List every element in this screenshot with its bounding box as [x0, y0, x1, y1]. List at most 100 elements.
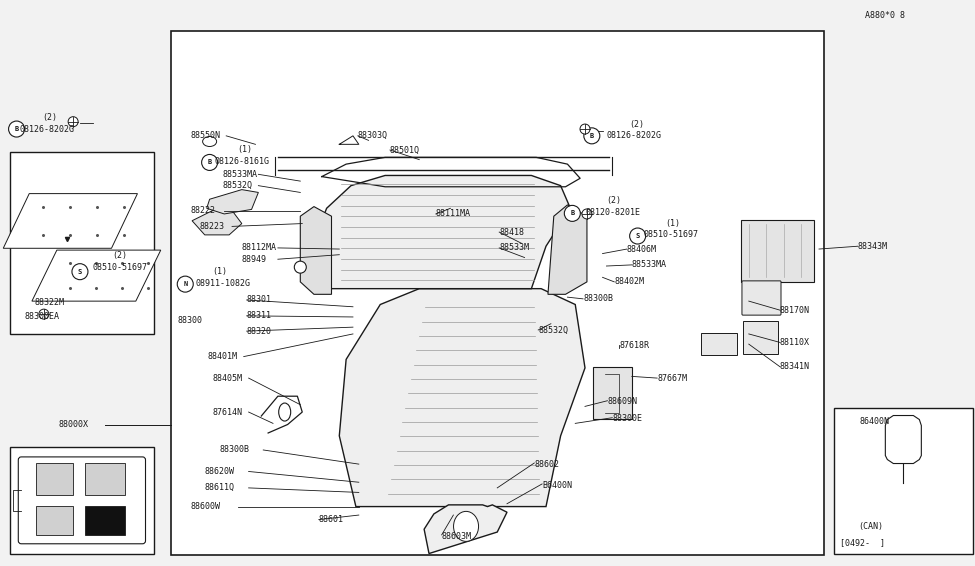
Polygon shape — [32, 250, 161, 301]
Polygon shape — [312, 175, 570, 289]
Text: B6400N: B6400N — [542, 481, 572, 490]
Circle shape — [72, 264, 88, 280]
Text: 88311: 88311 — [247, 311, 272, 320]
Circle shape — [68, 117, 78, 127]
Text: 87614N: 87614N — [213, 408, 243, 417]
Circle shape — [202, 155, 217, 170]
Ellipse shape — [279, 403, 291, 421]
Circle shape — [177, 276, 193, 292]
Bar — [834, 408, 973, 554]
Text: 08126-8161G: 08126-8161G — [214, 157, 269, 166]
Text: 88223: 88223 — [200, 222, 225, 231]
Text: [0492-  ]: [0492- ] — [840, 538, 885, 547]
Bar — [85, 463, 125, 495]
Text: (2): (2) — [42, 113, 57, 122]
Circle shape — [294, 261, 306, 273]
FancyBboxPatch shape — [701, 333, 737, 355]
Text: 88533MA: 88533MA — [632, 260, 667, 269]
Polygon shape — [339, 289, 585, 507]
Text: 88301: 88301 — [247, 295, 272, 305]
Polygon shape — [548, 205, 587, 294]
Text: 86400N: 86400N — [860, 417, 890, 426]
Text: A880*0 8: A880*0 8 — [865, 11, 905, 20]
Ellipse shape — [203, 136, 216, 147]
Text: B: B — [570, 211, 574, 216]
Text: (2): (2) — [606, 196, 621, 205]
Text: 08911-1082G: 08911-1082G — [195, 278, 250, 288]
Text: 88343M: 88343M — [858, 242, 888, 251]
Polygon shape — [207, 190, 258, 214]
Text: (1): (1) — [213, 267, 227, 276]
Text: 88300: 88300 — [177, 316, 203, 325]
Text: 88405M: 88405M — [213, 374, 243, 383]
Text: 88000X: 88000X — [58, 420, 89, 429]
Circle shape — [565, 205, 580, 221]
Text: 88170N: 88170N — [780, 306, 810, 315]
Polygon shape — [885, 415, 921, 464]
Text: 87667M: 87667M — [657, 374, 687, 383]
Text: (CAN): (CAN) — [858, 522, 883, 531]
Text: B: B — [590, 133, 594, 139]
Text: N: N — [183, 281, 187, 287]
Text: 88303Q: 88303Q — [358, 131, 388, 140]
Text: 87618R: 87618R — [619, 341, 649, 350]
Text: 88300B: 88300B — [583, 294, 613, 303]
Text: 88406M: 88406M — [627, 245, 657, 254]
Polygon shape — [743, 321, 778, 354]
Polygon shape — [300, 207, 332, 294]
Text: 88300E: 88300E — [612, 414, 643, 423]
Text: 88341N: 88341N — [780, 362, 810, 371]
FancyBboxPatch shape — [19, 457, 145, 544]
Text: (2): (2) — [629, 120, 644, 129]
Text: 08510-51697: 08510-51697 — [93, 263, 147, 272]
Text: 08126-8202G: 08126-8202G — [20, 125, 74, 134]
Text: 88600W: 88600W — [190, 502, 220, 511]
Text: 88322M: 88322M — [34, 298, 64, 307]
Text: (1): (1) — [237, 145, 252, 155]
Ellipse shape — [453, 511, 479, 542]
Text: 08120-8201E: 08120-8201E — [585, 208, 640, 217]
Bar — [85, 505, 125, 535]
Text: 08126-8202G: 08126-8202G — [606, 131, 661, 140]
Text: 88620W: 88620W — [205, 467, 235, 476]
Text: 88601: 88601 — [319, 515, 344, 524]
Text: 88222: 88222 — [190, 206, 215, 215]
Circle shape — [630, 228, 645, 244]
Text: 88609N: 88609N — [607, 397, 638, 406]
Text: S: S — [636, 233, 640, 239]
Bar — [36, 505, 73, 535]
Text: 88949: 88949 — [242, 255, 267, 264]
Polygon shape — [424, 505, 507, 554]
Circle shape — [39, 309, 49, 319]
Text: 88602: 88602 — [534, 460, 560, 469]
Text: (2): (2) — [112, 251, 127, 260]
Text: 88111MA: 88111MA — [436, 209, 471, 218]
Text: 88611Q: 88611Q — [205, 483, 235, 492]
Circle shape — [9, 121, 24, 137]
Text: 88550N: 88550N — [190, 131, 220, 140]
Bar — [10, 152, 154, 334]
Text: B: B — [15, 126, 19, 132]
Text: 88533M: 88533M — [499, 243, 529, 252]
Polygon shape — [192, 211, 242, 235]
Text: 88112MA: 88112MA — [242, 243, 277, 252]
Text: 88533MA: 88533MA — [222, 170, 257, 179]
Text: B: B — [208, 160, 212, 165]
Text: 88401M: 88401M — [208, 352, 238, 361]
Polygon shape — [593, 367, 632, 419]
Text: 88532Q: 88532Q — [538, 325, 568, 335]
Text: S: S — [78, 269, 82, 275]
Text: 88110X: 88110X — [780, 338, 810, 347]
Text: 88300EA: 88300EA — [24, 312, 59, 321]
Circle shape — [584, 128, 600, 144]
Polygon shape — [741, 220, 814, 282]
Text: 88603M: 88603M — [442, 532, 472, 541]
Text: 88418: 88418 — [499, 228, 525, 237]
Circle shape — [582, 209, 592, 219]
Text: 88300B: 88300B — [219, 445, 250, 454]
Circle shape — [580, 124, 590, 134]
Text: 88320: 88320 — [247, 327, 272, 336]
Text: 88532Q: 88532Q — [222, 181, 253, 190]
Polygon shape — [3, 194, 137, 248]
Text: (1): (1) — [665, 219, 680, 228]
